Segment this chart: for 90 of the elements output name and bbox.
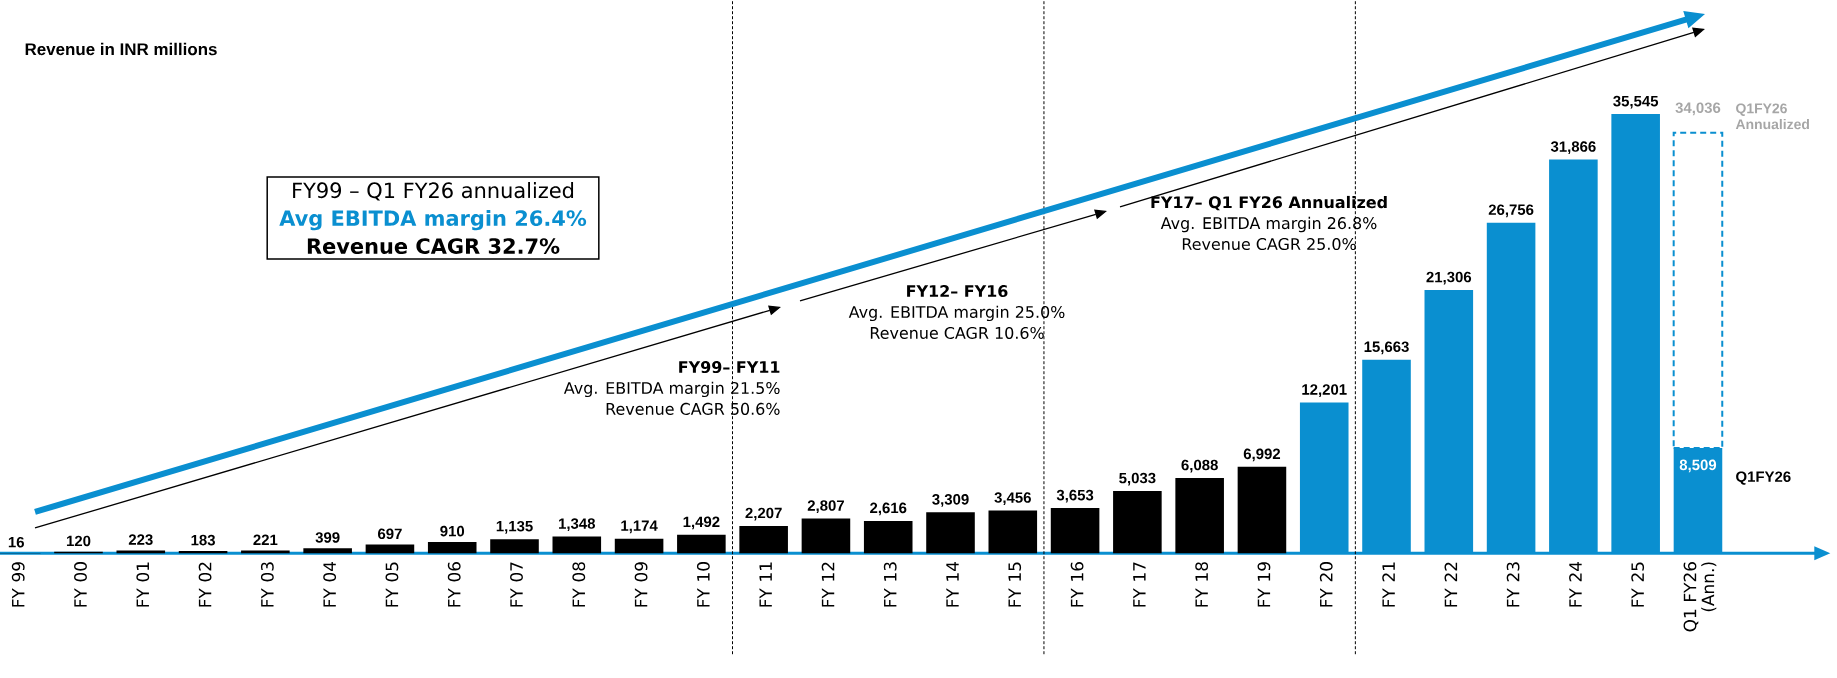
x-tick-label: FY 16 [1070, 562, 1084, 607]
bar [552, 536, 602, 554]
x-tick-label: FY 10 [696, 562, 710, 607]
x-tick-label: FY 11 [759, 562, 772, 607]
x-tick-label: FY 09 [634, 562, 648, 607]
data-label: 1,348 [559, 518, 596, 532]
total-label: 34,036 [1675, 102, 1721, 116]
bar [1113, 491, 1162, 554]
data-label: 2,207 [745, 507, 782, 521]
data-label: 221 [253, 534, 278, 545]
x-tick-label: FY 99 [11, 562, 25, 607]
bar [1175, 478, 1224, 554]
data-label: 35,545 [1613, 95, 1659, 109]
data-label: 183 [191, 534, 215, 546]
data-label: 12,201 [1302, 384, 1347, 397]
data-label: 1,135 [496, 520, 533, 534]
annotation: Avg. EBITDA margin 21.5% [563, 381, 780, 398]
data-label: 1,492 [683, 516, 720, 530]
x-tick-label: FY 20 [1319, 562, 1333, 607]
data-label: 697 [378, 528, 402, 540]
x-tick-label: FY 03 [260, 562, 274, 607]
annotation: Avg. EBITDA margin 25.0% [848, 305, 1065, 322]
x-tick-label: FY 08 [572, 562, 586, 607]
x-tick-label: FY 21 [1382, 562, 1395, 607]
bar [739, 525, 788, 554]
annotation: Revenue CAGR 50.6% [606, 402, 780, 415]
annotation: Revenue CAGR 32.7% [307, 238, 560, 254]
data-label: 910 [440, 525, 465, 537]
series-label: Q1FY26 [1736, 471, 1791, 485]
data-label: 21,306 [1426, 271, 1472, 285]
data-label: 5,033 [1119, 472, 1156, 486]
data-label: 2,807 [807, 500, 844, 514]
x-tick-label: FY 04 [323, 561, 337, 607]
x-tick-label: FY 17 [1133, 562, 1146, 607]
bar [1237, 466, 1287, 554]
data-label: 3,456 [994, 492, 1031, 505]
annotation: Revenue CAGR 10.6% [870, 326, 1044, 339]
data-label: 399 [315, 532, 340, 543]
x-tick-label: FY 14 [946, 561, 959, 607]
bar [677, 534, 726, 554]
x-tick-label: FY 00 [74, 562, 87, 607]
x-tick-label: FY 22 [1444, 562, 1458, 607]
x-tick-label: FY 13 [883, 562, 897, 607]
data-label: 8,509 [1679, 459, 1717, 473]
chart-title: Revenue in INR millions [25, 42, 217, 56]
data-label: 15,663 [1364, 341, 1409, 355]
data-label: 31,866 [1550, 141, 1596, 155]
annotation: Avg. EBITDA margin 26.8% [1160, 216, 1377, 233]
x-tick-label: FY 02 [198, 562, 212, 607]
data-label: 1,174 [621, 520, 658, 534]
data-label: 2,616 [870, 502, 907, 516]
bar [116, 550, 166, 554]
x-tick-label: FY 12 [821, 562, 835, 607]
data-label: 3,309 [932, 494, 969, 507]
annotation: FY99 – Q1 FY26 annualized [293, 182, 574, 201]
series-label: Q1FY26 Annualized [1735, 103, 1809, 130]
data-label: 223 [128, 534, 153, 545]
data-label: 6,088 [1181, 459, 1218, 473]
x-tick-label: FY 18 [1195, 562, 1209, 607]
x-tick-label: FY 19 [1257, 562, 1271, 607]
data-label: 26,756 [1488, 204, 1534, 218]
x-tick-label: FY 05 [385, 562, 399, 607]
x-tick-label: FY 15 [1008, 562, 1022, 607]
bar [1050, 508, 1100, 554]
annotation: Revenue CAGR 25.0% [1182, 238, 1356, 251]
x-tick-label: Q1 FY26 (Ann.) [1683, 562, 1717, 632]
annotation: FY12– FY16 [907, 285, 1008, 298]
x-tick-label: FY 24 [1569, 561, 1582, 607]
bar [988, 510, 1038, 554]
x-tick-label: FY 01 [136, 562, 150, 607]
data-label: 3,653 [1056, 489, 1094, 503]
data-label: 6,992 [1243, 448, 1281, 462]
annotation: FY17– Q1 FY26 Annualized [1151, 195, 1387, 211]
bar [365, 544, 415, 554]
bar [241, 550, 290, 554]
bar [614, 538, 664, 554]
bar [303, 548, 352, 554]
bar [863, 520, 913, 554]
bar [427, 541, 477, 554]
annotation: Avg EBITDA margin 26.4% [279, 209, 587, 231]
data-label: 120 [66, 535, 91, 547]
x-tick-label: FY 23 [1506, 562, 1520, 607]
x-tick-label: FY 06 [447, 562, 461, 607]
bar [490, 539, 539, 554]
bar [801, 518, 851, 554]
x-tick-label: FY 25 [1631, 562, 1645, 607]
annotation: FY99– FY11 [679, 361, 780, 374]
data-label: 16 [8, 536, 24, 548]
x-tick-label: FY 07 [510, 562, 523, 607]
bar [926, 512, 975, 554]
